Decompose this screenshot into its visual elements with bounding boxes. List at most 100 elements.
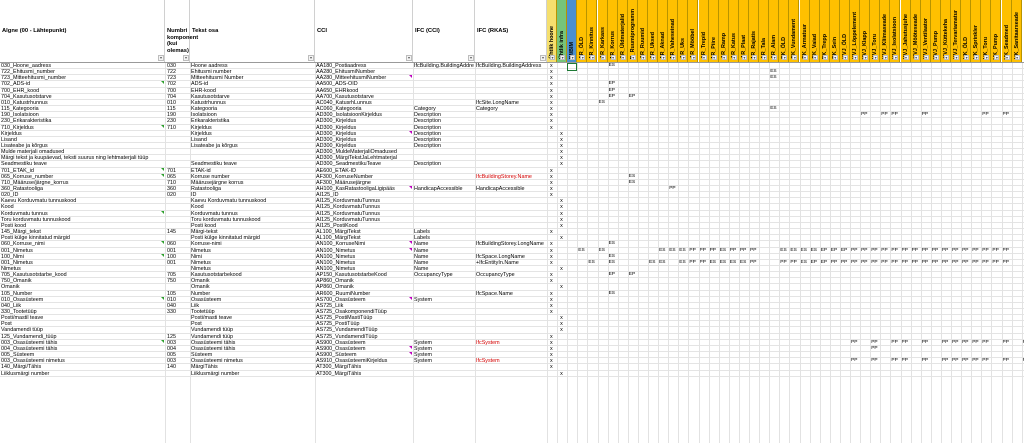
cell-phase-mark[interactable]: EP (608, 272, 615, 278)
column-header-1[interactable]: Numbri komponent (kui olemas) (165, 0, 198, 62)
cell-phase-mark[interactable]: x (550, 241, 553, 248)
phase-column-header[interactable]: VK_Seadmed (1001, 0, 1012, 62)
cell-phase-mark[interactable]: ES (719, 259, 727, 265)
cell-tekst[interactable]: Erikarakteristika (191, 118, 230, 125)
cell-phase-mark[interactable]: ES (598, 247, 605, 253)
cell-algne[interactable]: Posti külge kinnitatud märgid (1, 235, 70, 242)
filter-dropdown-icon[interactable]: ▾ (923, 55, 929, 60)
cell-phase-mark[interactable]: PP (952, 358, 959, 364)
cell-phase-mark[interactable]: PP (931, 247, 939, 253)
cell-cci[interactable]: AC040_KatusrhLunnus (316, 99, 372, 106)
cell-algne[interactable]: 001_Nimetus (1, 247, 33, 254)
cell-tekst[interactable]: Omanik (191, 284, 210, 291)
filter-dropdown-icon[interactable]: ▾ (863, 55, 869, 60)
cell-cci[interactable]: AS725_PostiMastiTüüp (316, 315, 373, 322)
cell-algne[interactable]: 005_Süsteem (1, 352, 35, 359)
cell-number[interactable]: 105 (167, 290, 176, 297)
cell-phase-mark[interactable]: PP (891, 358, 898, 364)
cell-phase-mark[interactable]: EP (608, 93, 615, 99)
cell-algne[interactable]: 010_Katustrhunnus (1, 99, 48, 106)
cell-ifc-cci[interactable]: System (414, 358, 432, 365)
cell-number[interactable]: 020 (167, 192, 176, 199)
phase-column-header[interactable]: B_Ruumiprogramm (627, 0, 638, 62)
filter-dropdown-icon[interactable]: ▾ (893, 55, 899, 60)
cell-number[interactable]: 125 (167, 333, 176, 340)
cell-phase-mark[interactable]: x (550, 75, 553, 82)
cell-ifc-rkas[interactable]: HandicapAccessible (476, 186, 525, 192)
cell-cci[interactable]: AA500_ADS-OID (316, 81, 358, 88)
cell-phase-mark[interactable]: ES (729, 259, 737, 265)
phase-column-header[interactable]: KVJ_Mõõteseade (910, 0, 921, 62)
cell-phase-mark[interactable]: ES (770, 69, 777, 75)
filter-dropdown-icon[interactable]: ▾ (610, 55, 616, 60)
cell-ifc-rkas[interactable]: +IfcEntityIn.Name (476, 259, 519, 266)
cell-ifc-rkas[interactable]: IfcSpace.LongName (476, 253, 525, 260)
cell-phase-mark[interactable]: x (550, 192, 553, 199)
cell-phase-mark[interactable]: PP (709, 247, 716, 253)
cell-phase-mark[interactable]: x (550, 112, 553, 119)
phase-column-header[interactable]: VK_ÖLD (961, 0, 972, 62)
cell-phase-mark[interactable]: ES (709, 259, 716, 265)
cell-phase-mark[interactable]: PP (851, 339, 858, 345)
phase-column-header[interactable]: AR_Aknad (658, 0, 669, 62)
cell-number[interactable]: 115 (167, 106, 176, 113)
cell-phase-mark[interactable]: PP (952, 259, 959, 265)
cell-phase-mark[interactable]: x (550, 339, 553, 346)
filter-dropdown-icon[interactable]: ▾ (903, 55, 909, 60)
cell-number[interactable]: 710 (167, 179, 176, 186)
cell-phase-mark[interactable]: PP (941, 358, 949, 364)
cell-phase-mark[interactable]: PP (699, 259, 706, 265)
cell-phase-mark[interactable]: x (550, 106, 553, 113)
cell-phase-mark[interactable]: ES (608, 290, 615, 296)
cell-phase-mark[interactable]: PP (881, 112, 888, 118)
cell-algne[interactable]: 705_Kasutusotstarbe_kood (1, 272, 67, 279)
cell-cci[interactable]: AP150_KasutusotstarbeKood (316, 272, 387, 279)
filter-dropdown-icon[interactable]: ▾ (691, 55, 697, 60)
cell-number[interactable]: 360 (167, 186, 176, 192)
cell-algne[interactable]: 030_Hoone_aadress (1, 63, 52, 69)
cell-ifc-cci[interactable]: Description (414, 112, 441, 119)
cell-phase-mark[interactable]: PP (921, 247, 929, 253)
cell-cci[interactable]: AA180_Postiaadress (316, 63, 367, 69)
cell-number[interactable]: 704 (167, 93, 176, 100)
cell-number[interactable]: 700 (167, 87, 176, 94)
cell-algne[interactable]: 723_Mitteehitusmi_number (1, 75, 67, 82)
cell-phase-mark[interactable]: PP (992, 259, 999, 265)
cell-cci[interactable]: AD300_SeadmestikuTeave (316, 161, 382, 168)
phase-column-header[interactable]: VK_Sanitaarseade (1011, 0, 1022, 62)
cell-algne[interactable]: 140_Märgi/Tähis (1, 364, 42, 371)
cell-phase-mark[interactable]: x (550, 278, 553, 285)
cell-algne[interactable]: Liiklusmärgi number (1, 370, 50, 377)
cell-cci[interactable]: AL100_MärgiTekst (316, 235, 361, 242)
cell-phase-mark[interactable]: ES (608, 63, 615, 68)
cell-phase-mark[interactable]: PP (921, 339, 929, 345)
cell-ifc-rkas[interactable]: IfcBuildingStorey.Name (476, 173, 532, 180)
cell-ifc-rkas[interactable]: IfcBuilding.BuildingAddress (476, 63, 542, 69)
cell-cci[interactable]: AF300_Määrusejärgne (316, 179, 371, 186)
phase-column-header[interactable]: EK_Vundament (789, 0, 800, 62)
cell-tekst[interactable]: Osasüsteemi nimetus (191, 358, 243, 365)
phase-column-header[interactable]: AR_Plaat (738, 0, 749, 62)
cell-cci[interactable]: AS725_VundamendiTüüp (316, 333, 378, 340)
phase-column-header[interactable]: KVJ_Lõppelement (850, 0, 861, 62)
cell-tekst[interactable]: Katustrhunnus (191, 99, 226, 106)
cell-algne[interactable]: Kirjeldus (1, 130, 22, 137)
cell-phase-mark[interactable]: PP (911, 247, 918, 253)
cell-phase-mark[interactable]: ES (628, 179, 636, 185)
cell-tekst[interactable]: Nimetus (191, 265, 211, 272)
cell-phase-mark[interactable]: PP (941, 259, 949, 265)
cell-phase-mark[interactable]: ES (800, 259, 807, 265)
cell-number[interactable]: 140 (167, 364, 176, 371)
phase-column-header[interactable]: EK_Vaiad (809, 0, 820, 62)
cell-cci[interactable]: AR600_RuumiNumber (316, 290, 371, 297)
cell-ifc-cci[interactable]: Name (414, 259, 429, 266)
cell-number[interactable]: 005 (167, 352, 176, 359)
cell-cci[interactable]: AP860_Omanik (316, 284, 354, 291)
cell-phase-mark[interactable]: PP (921, 358, 929, 364)
cell-algne[interactable]: Lisand (1, 136, 17, 143)
filter-dropdown-icon[interactable]: ▾ (772, 55, 778, 60)
cell-algne[interactable]: 065_Korruse_number (1, 173, 54, 180)
phase-column-header[interactable]: AR_Trepid (698, 0, 709, 62)
phase-column-header[interactable]: Ühtlik infra (557, 0, 568, 62)
cell-cci[interactable]: AS725_Liik (316, 302, 344, 309)
